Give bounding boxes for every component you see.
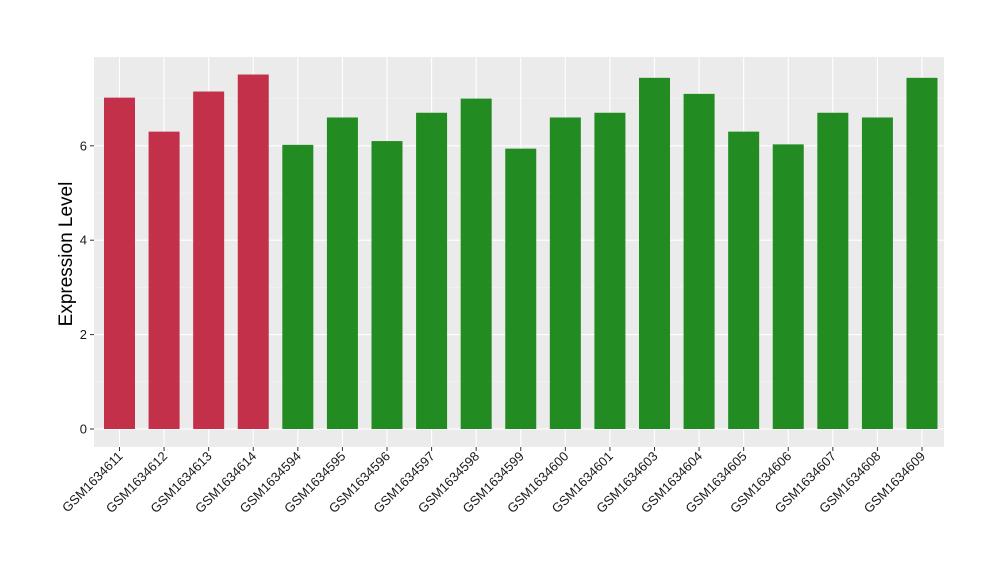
bar-gsm1634604 [683, 93, 715, 429]
bar-gsm1634613 [193, 91, 225, 430]
y-axis: 0 2 4 6 [80, 138, 94, 437]
bar-gsm1634607 [817, 112, 849, 429]
bar-gsm1634611 [104, 97, 135, 429]
y-axis-label: Expression Level [56, 182, 77, 327]
y-tick-label: 0 [80, 422, 87, 437]
bar-gsm1634600 [549, 117, 581, 429]
bar-gsm1634612 [148, 131, 180, 429]
bars [104, 74, 938, 430]
y-tick-label: 6 [80, 138, 87, 153]
bar-gsm1634597 [416, 112, 448, 429]
y-tick-label: 4 [80, 233, 87, 248]
bar-gsm1634605 [728, 131, 760, 429]
bar-gsm1634596 [371, 141, 403, 429]
bar-gsm1634603 [639, 77, 670, 429]
bar-gsm1634606 [772, 144, 804, 429]
y-tick-label: 2 [80, 327, 87, 342]
bar-gsm1634609 [906, 77, 938, 429]
bar-gsm1634601 [594, 112, 626, 429]
bar-gsm1634598 [460, 98, 492, 429]
bar-gsm1634608 [861, 117, 893, 429]
bar-gsm1634599 [505, 148, 537, 429]
bar-gsm1634614 [237, 74, 269, 429]
bar-gsm1634595 [326, 117, 358, 429]
bar-gsm1634594 [282, 144, 314, 429]
x-axis: GSM1634611GSM1634612GSM1634613GSM1634614… [59, 447, 928, 516]
